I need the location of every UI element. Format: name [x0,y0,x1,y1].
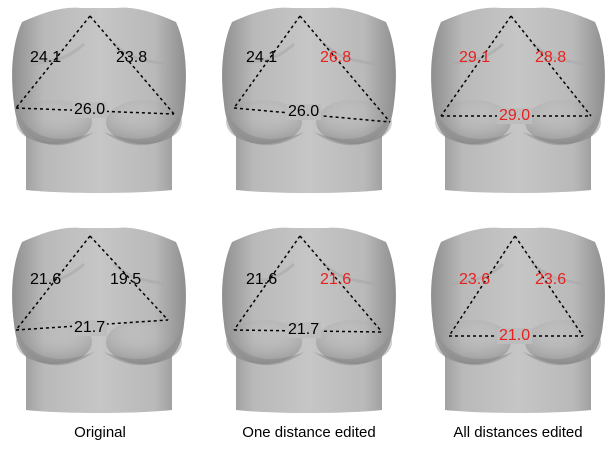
torso-render [4,4,194,194]
right-distance-label: 23.6 [535,271,567,288]
torso-render [423,224,611,414]
torso-render [423,4,611,194]
panel-row2-all-edited: 23.6 23.6 21.0 [423,224,611,414]
left-distance-label: 21.6 [246,271,278,288]
panel-row2-one-edited: 21.6 21.6 21.7 [214,224,404,414]
bottom-distance-label: 29.0 [497,107,533,124]
panel-row1-one-edited: 24.1 26.8 26.0 [214,4,404,194]
right-distance-label: 19.5 [110,271,142,288]
right-distance-label: 26.8 [320,49,352,66]
torso-render [4,224,194,414]
panel-row1-all-edited: 29.1 28.8 29.0 [423,4,611,194]
left-distance-label: 21.6 [30,271,62,288]
bottom-distance-label: 21.7 [286,321,322,338]
panel-row2-original: 21.6 19.5 21.7 [4,224,194,414]
torso-render [214,224,404,414]
caption-all-distances-edited: All distances edited [453,424,583,441]
left-distance-label: 24.1 [246,49,278,66]
bottom-distance-label: 21.7 [72,319,108,336]
right-distance-label: 21.6 [320,271,352,288]
caption-original: Original [74,424,126,441]
right-distance-label: 23.8 [116,49,148,66]
caption-one-distance-edited: One distance edited [242,424,376,441]
bottom-distance-label: 21.0 [497,327,533,344]
left-distance-label: 24.1 [30,49,62,66]
right-distance-label: 28.8 [535,49,567,66]
measurement-lines [15,235,169,331]
left-distance-label: 23.6 [459,271,491,288]
bottom-distance-label: 26.0 [72,101,108,118]
torso-render [214,4,404,194]
panel-row1-original: 24.1 23.8 26.0 [4,4,194,194]
left-distance-label: 29.1 [459,49,491,66]
bottom-distance-label: 26.0 [286,103,322,120]
